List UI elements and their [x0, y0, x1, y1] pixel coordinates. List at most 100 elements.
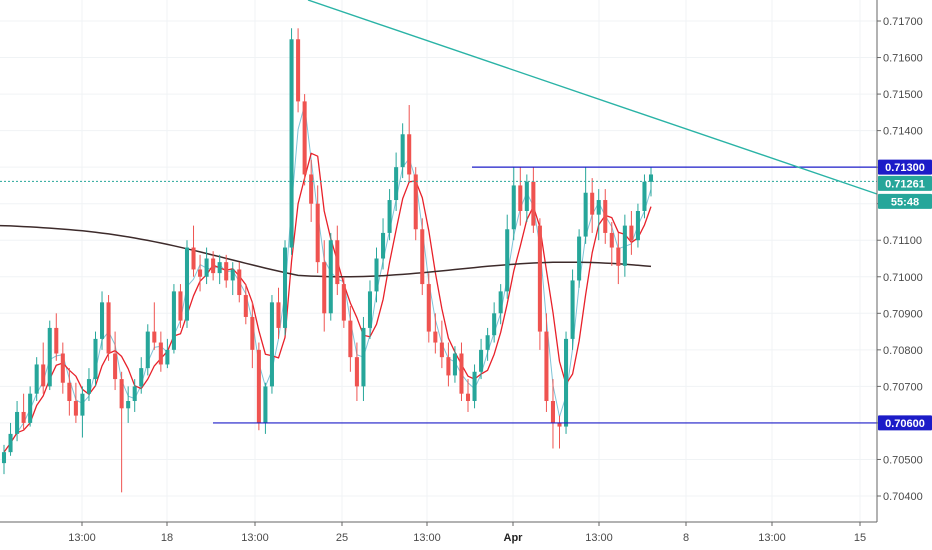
ma-slow-line	[0, 224, 652, 278]
y-tick-label: 0.70400	[883, 491, 923, 503]
candle-body	[54, 327, 59, 354]
x-tick-label: 13:00	[413, 532, 441, 544]
y-tick-label: 0.71400	[883, 126, 923, 138]
candle-body	[531, 181, 536, 226]
resistance-price-badge-label: 0.71300	[885, 162, 925, 174]
price-badges: 0.71300 0.71261 55:48 0.70600	[878, 159, 932, 431]
countdown-badge: 55:48	[878, 193, 932, 209]
candle-body	[570, 280, 575, 339]
candle-body	[472, 371, 477, 401]
candle-body	[629, 225, 634, 241]
candle-body	[583, 192, 588, 237]
candle-body	[426, 284, 431, 332]
candle-body	[276, 302, 281, 328]
chart-grid	[0, 0, 877, 522]
candle-body	[139, 368, 144, 387]
candle-body	[171, 291, 176, 350]
candle-body	[269, 302, 274, 387]
candle-body	[211, 258, 216, 274]
candle-body	[596, 200, 601, 215]
candlestick-series	[1, 28, 654, 493]
candle-body	[335, 240, 340, 285]
candle-body	[492, 313, 497, 336]
candle-body	[250, 316, 255, 350]
x-tick-label: 13:00	[585, 532, 613, 544]
candle-body	[243, 295, 248, 317]
x-tick-label: 18	[161, 532, 173, 544]
y-tick-label: 0.70800	[883, 345, 923, 357]
y-tick-label: 0.71000	[883, 272, 923, 284]
candle-body	[420, 229, 425, 285]
candle-body	[622, 225, 627, 266]
candle-body	[230, 269, 235, 281]
candle-body	[367, 291, 373, 328]
candle-body	[41, 364, 46, 387]
x-tick-label: 8	[683, 532, 689, 544]
candle-body	[642, 181, 647, 211]
candle-body	[505, 229, 510, 292]
candle-body	[224, 262, 229, 281]
candle-body	[263, 386, 268, 423]
ma-fast-line	[3, 104, 652, 453]
candle-body	[590, 192, 595, 215]
price-axis[interactable]: 0.71700 0.71600 0.71500 0.71400 0.71300 0.712…	[876, 0, 923, 522]
candle-body	[407, 134, 412, 175]
candle-body	[511, 185, 516, 230]
drawing-overlay	[0, 0, 878, 424]
candle-body	[479, 349, 484, 372]
candle-body	[28, 393, 33, 423]
candle-body	[47, 327, 52, 387]
candle-body	[86, 379, 91, 394]
indicator-lines	[0, 104, 652, 453]
candle-body	[609, 232, 614, 248]
x-tick-label: 15	[854, 532, 866, 544]
candle-body	[15, 411, 20, 434]
candle-body	[113, 353, 118, 380]
time-axis[interactable]: 13:00 18 13:00 25 13:00 Apr 13:00 8 13:00 15	[0, 521, 877, 544]
candle-body	[616, 247, 621, 266]
candle-body	[485, 335, 490, 350]
candle-body	[518, 185, 523, 211]
y-tick-label: 0.70900	[883, 308, 923, 320]
candle-body	[361, 327, 366, 387]
candle-body	[296, 39, 301, 102]
candle-body	[191, 247, 196, 270]
support-price-badge: 0.70600	[878, 415, 932, 431]
candle-body	[34, 364, 39, 394]
resistance-price-badge-box	[878, 159, 932, 175]
support-price-badge-label: 0.70600	[885, 418, 925, 430]
candle-body	[564, 338, 569, 427]
support-price-badge-box	[878, 415, 932, 431]
candle-body	[459, 353, 464, 394]
candle-body	[1, 452, 7, 464]
x-tick-label: 13:00	[758, 532, 786, 544]
trend-line[interactable]	[307, 0, 878, 195]
candle-body	[282, 247, 288, 328]
candle-body	[184, 247, 190, 321]
candle-body	[126, 401, 131, 409]
candle-body	[387, 200, 392, 233]
candle-body	[204, 258, 209, 277]
candle-body	[348, 320, 353, 358]
candle-body	[452, 353, 457, 376]
candle-body	[119, 379, 124, 409]
candle-body	[439, 342, 444, 358]
candle-body	[341, 284, 346, 321]
candle-body	[322, 262, 327, 314]
y-tick-label: 0.70500	[883, 454, 923, 466]
candle-body	[433, 331, 438, 343]
x-tick-label: 13:00	[241, 532, 269, 544]
candle-body	[381, 232, 386, 259]
candle-body	[544, 331, 549, 401]
candle-body	[217, 262, 222, 274]
candle-body	[106, 302, 111, 354]
candle-body	[557, 422, 562, 427]
candle-body	[165, 349, 170, 365]
countdown-badge-box	[878, 193, 932, 209]
candle-body	[315, 203, 320, 263]
x-tick-label: 25	[336, 532, 348, 544]
y-tick-label: 0.71700	[883, 16, 923, 28]
candle-body	[550, 401, 555, 423]
candle-body	[302, 101, 307, 175]
